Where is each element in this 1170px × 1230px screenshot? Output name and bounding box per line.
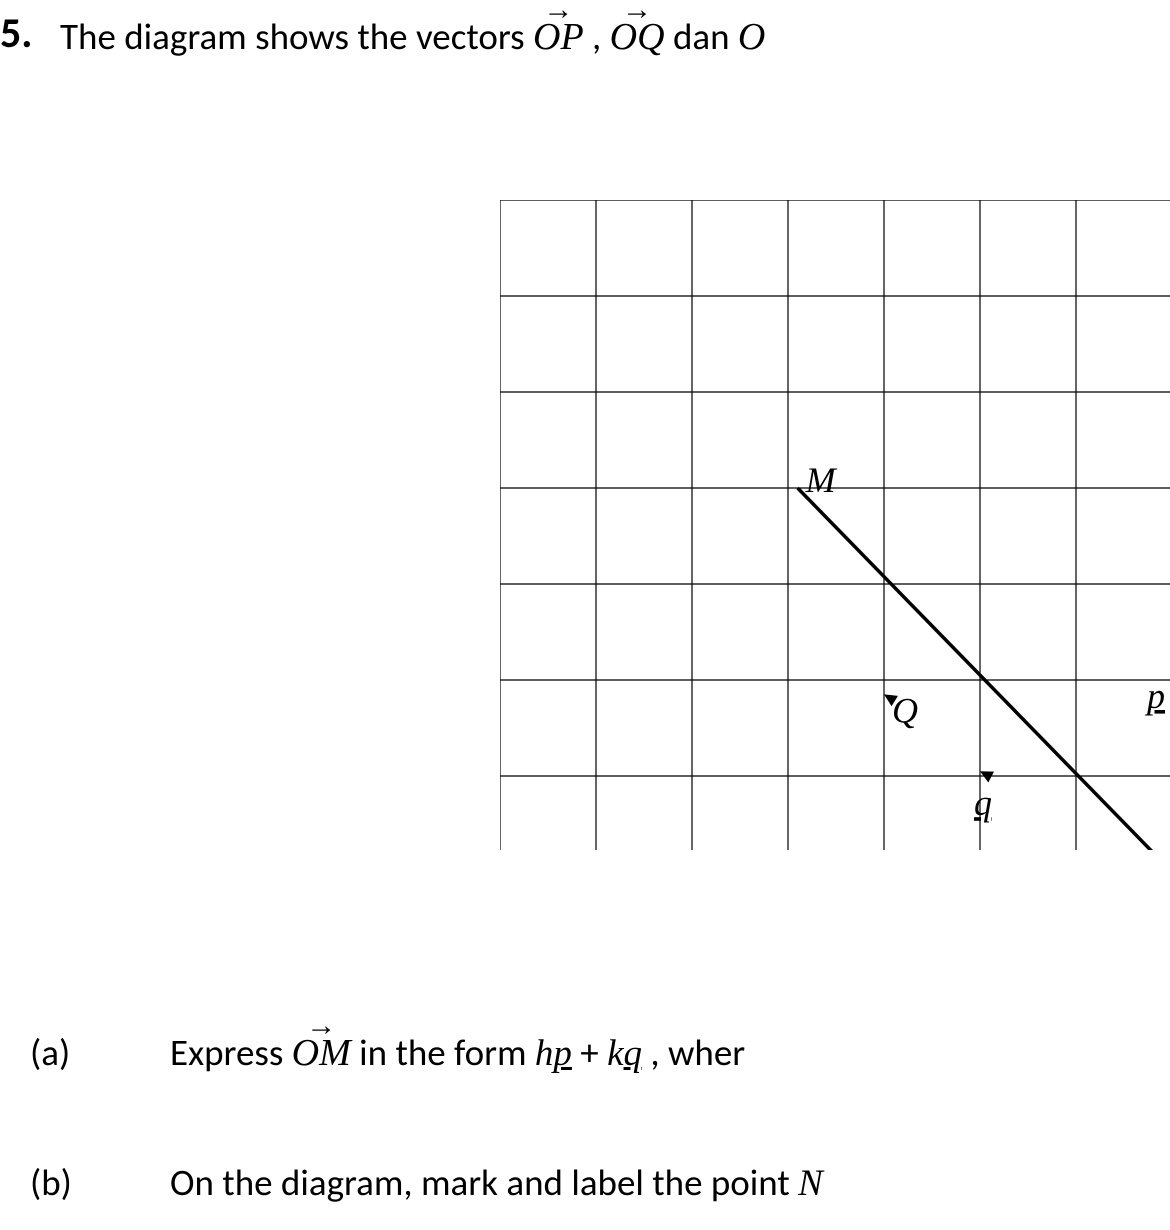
vec-q: q: [624, 1033, 643, 1074]
coef-k: k: [607, 1033, 623, 1074]
plus: +: [580, 1030, 607, 1075]
diagram-svg: M Qq p: [500, 200, 1170, 850]
vector-om: → OM: [292, 1031, 351, 1075]
arrow-icon: →: [622, 0, 652, 27]
coef-h: h: [535, 1033, 554, 1074]
part-a-text: Express → OM in the form hp + kq , wher: [170, 1030, 745, 1075]
part-b-label: (b): [30, 1160, 72, 1205]
part-b-body: On the diagram, mark and label the point: [170, 1160, 798, 1205]
svg-text:q: q: [974, 783, 992, 823]
point-n: N: [798, 1163, 823, 1204]
part-b-text: On the diagram, mark and label the point…: [170, 1160, 823, 1205]
comma1: ,: [592, 14, 610, 59]
vec-partial-o: O: [738, 16, 765, 58]
question-number: 5.: [0, 8, 33, 59]
part-a-post: , wher: [650, 1030, 745, 1075]
vec-p: p: [553, 1033, 572, 1074]
vector-oq: → OQ: [610, 15, 665, 59]
question-intro: The diagram shows the vectors → OP , → O…: [60, 14, 765, 59]
qnum-dot: .: [21, 8, 32, 59]
intro-text-1: The diagram shows the vectors: [60, 14, 533, 59]
after-oq: dan: [673, 14, 738, 59]
qnum-digit: 5: [0, 8, 21, 59]
part-a-label: (a): [30, 1030, 70, 1075]
part-a-pre: Express: [170, 1030, 292, 1075]
vector-op: → OP: [533, 15, 584, 59]
svg-text:Q: Q: [892, 690, 918, 730]
arrow-icon: →: [306, 1009, 336, 1043]
part-a-mid: in the form: [359, 1030, 535, 1075]
arrow-icon: →: [543, 0, 573, 27]
vector-partial: O: [738, 15, 765, 59]
vector-diagram: M Qq p: [500, 200, 1170, 850]
svg-text:M: M: [805, 460, 838, 500]
svg-text:p: p: [1144, 676, 1165, 716]
